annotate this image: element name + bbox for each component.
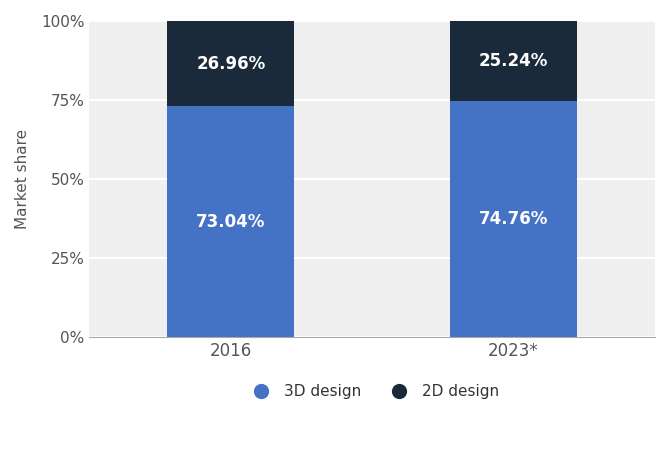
Legend: 3D design, 2D design: 3D design, 2D design [239,378,505,405]
Bar [168,21,295,106]
Text: 26.96%: 26.96% [196,54,265,72]
Bar [450,21,578,101]
Text: 74.76%: 74.76% [479,210,548,228]
Text: 73.04%: 73.04% [196,212,265,230]
Bar [450,101,578,337]
Y-axis label: Market share: Market share [15,129,30,229]
Text: 25.24%: 25.24% [479,52,548,70]
Bar [168,106,295,337]
